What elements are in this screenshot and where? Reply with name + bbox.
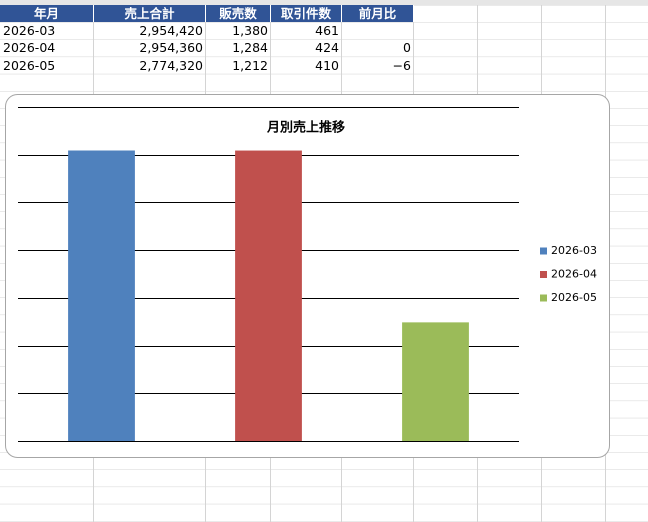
table-cell: 1,212	[232, 57, 268, 73]
table-cell: 0	[403, 40, 411, 56]
table-cell: 2026-05	[3, 57, 56, 73]
table-cell: 2,954,420	[139, 23, 203, 39]
header-cell: 売上合計	[94, 5, 206, 22]
table-cell: −6	[392, 57, 411, 73]
legend-label: 2026-04	[551, 268, 597, 281]
legend-label: 2026-03	[551, 244, 597, 257]
table-cell: 461	[315, 23, 339, 39]
table-cell: 1,380	[232, 23, 268, 39]
legend-swatch	[540, 247, 547, 255]
table-cell: 2,774,320	[139, 57, 203, 73]
table-cell: 2026-04	[3, 40, 56, 56]
legend-swatch	[540, 294, 547, 302]
header-cell: 前月比	[342, 5, 414, 22]
table-cell: 2,954,360	[139, 40, 203, 56]
header-cell: 取引件数	[271, 5, 342, 22]
table-cell: 424	[315, 40, 339, 56]
legend-swatch	[540, 271, 547, 278]
header-cell: 販売数	[206, 5, 271, 22]
header-cell: 年月	[0, 5, 94, 22]
bar	[68, 150, 135, 441]
table-cell: 1,284	[232, 40, 268, 56]
table-cell: 410	[315, 57, 339, 73]
legend-label: 2026-05	[551, 291, 597, 304]
chart-title: 月別売上推移	[266, 120, 345, 136]
table-cell: 2026-03	[3, 23, 56, 39]
bar	[235, 150, 302, 442]
bar	[402, 322, 469, 441]
